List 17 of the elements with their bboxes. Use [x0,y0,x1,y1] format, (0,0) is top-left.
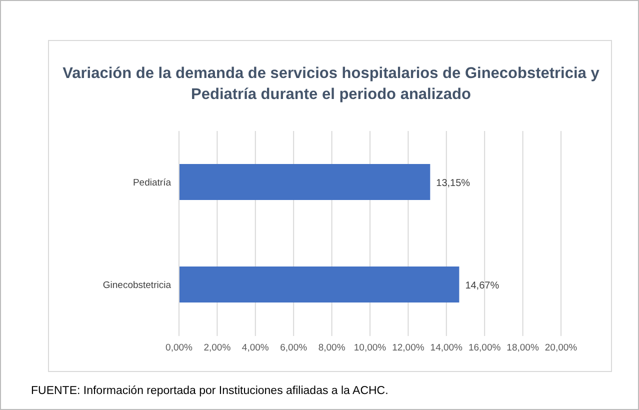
y-tick-label: Pediatría [132,178,172,189]
source-note: FUENTE: Información reportada por Instituciones afiliadas a la ACHC. [31,385,388,397]
data-label: 14,67% [465,280,500,292]
y-tick-label: Ginecobstetricia [102,280,172,292]
x-tick-label: 2,00% [204,342,232,354]
x-tick-label: 6,00% [280,342,308,354]
x-tick-label: 14,00% [430,342,464,354]
x-tick-label: 20,00% [544,342,578,354]
x-tick-label: 0,00% [166,342,194,354]
x-tick-label: 12,00% [392,342,425,354]
x-tick-label: 10,00% [354,342,387,354]
data-label: 13,15% [436,178,470,189]
x-tick-label: 8,00% [318,342,346,354]
chart-title: Variación de la demanda de servicios hospitalarios de Ginecobstetricia y Pediatría durante el periodo analizado [62,64,600,105]
x-tick-label: 4,00% [242,342,270,354]
x-tick-label: 16,00% [468,342,502,354]
x-tick-label: 18,00% [506,342,540,354]
